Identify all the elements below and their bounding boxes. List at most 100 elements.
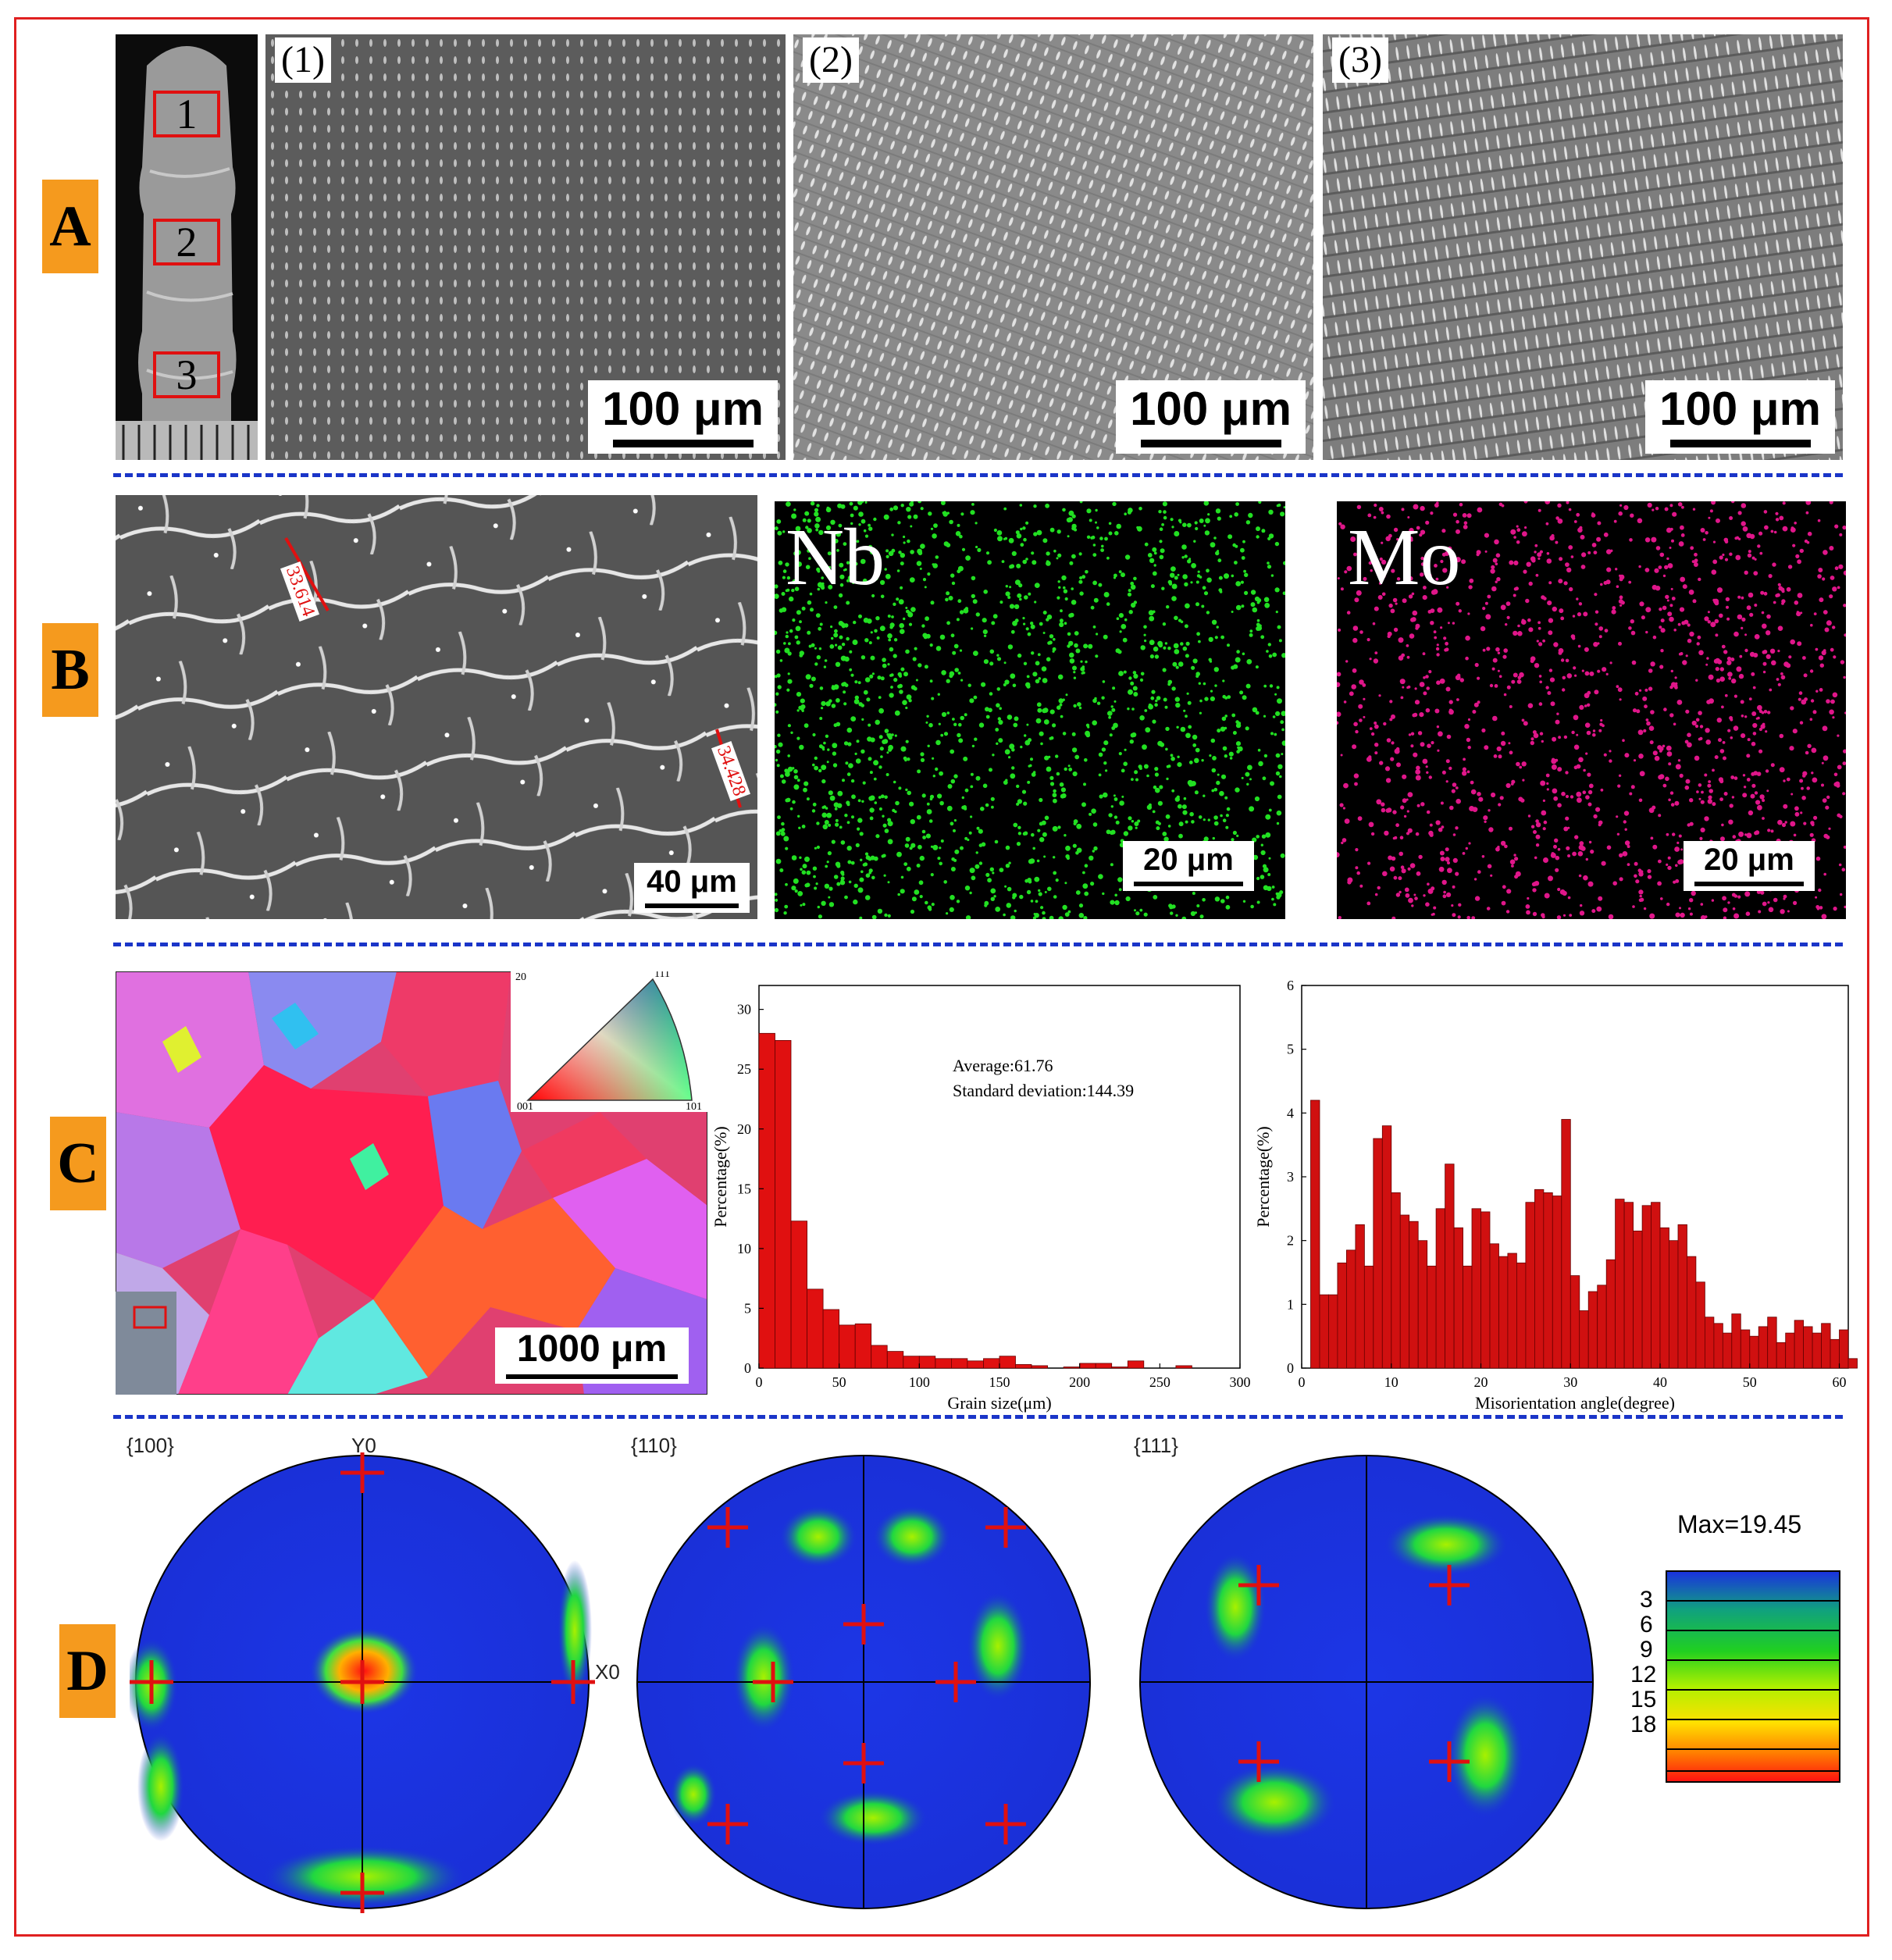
sem-image: 33.614 34.428 40 μm (116, 495, 757, 919)
x-tick-label: 40 (1653, 1374, 1667, 1390)
histogram-bar (1767, 1317, 1777, 1369)
x-tick-label: 50 (832, 1374, 846, 1390)
ebsd-map: 111 001 101 20 1000 μm (116, 971, 707, 1395)
misorientation-histogram: 0 10 20 30 40 50 60 0 1 2 3 4 5 6 Misorientation angle… (1253, 978, 1858, 1413)
histogram-bar (1659, 1227, 1669, 1369)
histogram-bar (1758, 1326, 1769, 1369)
legend-level-6: 6 (1640, 1612, 1653, 1637)
x-tick-label: 60 (1833, 1374, 1847, 1390)
micrograph-label-3: (3) (1332, 37, 1388, 83)
panel-label-a: A (42, 180, 98, 273)
histogram-bar (758, 1032, 775, 1369)
separator-ab (113, 473, 1843, 477)
pole-figure-color-legend (1666, 1570, 1840, 1783)
histogram-bar (1633, 1230, 1643, 1369)
y-tick-label: 2 (1287, 1233, 1294, 1249)
histogram-bar (918, 1356, 936, 1369)
histogram-bar (854, 1323, 872, 1369)
pole-figure-title-100: {100} (126, 1434, 174, 1457)
histogram-bar (1803, 1326, 1813, 1369)
histogram-bar (1615, 1199, 1625, 1369)
y-tick-label: 10 (737, 1241, 751, 1256)
histogram-bar (999, 1356, 1016, 1369)
micrograph-1: (1) 100 μm (265, 34, 786, 460)
panel-label-c: C (50, 1117, 106, 1210)
y-tick-label: 0 (744, 1360, 751, 1376)
histogram-bar (903, 1356, 920, 1369)
histogram-bar (1063, 1367, 1081, 1369)
histogram-bar (807, 1288, 824, 1369)
grain-std-text: Standard deviation:144.39 (953, 1081, 1134, 1100)
histogram-bar (1776, 1342, 1787, 1369)
ebsd-graphic (116, 971, 707, 1395)
nb-map: Nb 20 μm (775, 501, 1285, 919)
histogram-bar (1310, 1099, 1320, 1369)
histogram-bar (1031, 1365, 1049, 1369)
y-tick-label: 5 (744, 1300, 751, 1316)
histogram-bar (790, 1221, 807, 1369)
histogram-bar (1812, 1332, 1822, 1369)
x-tick-label: 50 (1743, 1374, 1757, 1390)
ebsd-scale-bar: 1000 μm (495, 1327, 689, 1384)
histogram-bar (1079, 1363, 1096, 1369)
histogram-bar (1355, 1224, 1365, 1369)
plot-area (758, 985, 1241, 1369)
histogram-bar (1337, 1262, 1347, 1369)
histogram-bar (950, 1358, 968, 1369)
pole-figure-110 (636, 1455, 1091, 1909)
panel-label-b: B (42, 623, 98, 717)
histogram-bar (1381, 1125, 1392, 1369)
histogram-bar (1687, 1256, 1697, 1369)
x-tick-label: 30 (1563, 1374, 1577, 1390)
histogram-bar (1830, 1338, 1840, 1369)
y-tick-label: 1 (1287, 1296, 1294, 1312)
histogram-bar (1623, 1202, 1634, 1369)
histogram-bar (1417, 1240, 1428, 1369)
ipf-label-101: 101 (686, 1101, 702, 1113)
histogram-bar (1489, 1243, 1499, 1369)
mo-scale-bar: 20 μm (1684, 841, 1815, 891)
x-tick-label: 250 (1149, 1374, 1170, 1390)
micrograph-3: (3) 100 μm (1323, 34, 1843, 460)
histogram-bar (1821, 1323, 1831, 1369)
sem-scale-bar: 40 μm (634, 863, 750, 913)
histogram-bar (886, 1351, 904, 1369)
histogram-bar (1435, 1208, 1446, 1369)
histogram-bar (1785, 1332, 1795, 1369)
histogram-bar (1839, 1329, 1849, 1369)
histogram-bar (1731, 1313, 1741, 1369)
histogram-bar (839, 1324, 856, 1369)
histogram-bar (1175, 1365, 1192, 1369)
grain-size-histogram: 0 50 100 150 200 250 300 0 5 10 15 20 25 30 Grain size… (711, 985, 1251, 1413)
histogram-bar (1111, 1367, 1128, 1369)
x-tick-label: 0 (1299, 1374, 1306, 1390)
histogram-bar (1095, 1363, 1113, 1369)
histogram-bar (1695, 1281, 1705, 1369)
ebsd-corner-label: 20 (515, 971, 526, 983)
histogram-bar (1669, 1240, 1679, 1369)
y-tick-label: 6 (1287, 978, 1294, 993)
histogram-bar (1498, 1256, 1509, 1369)
histogram-bar (1453, 1227, 1464, 1369)
panel-label-d: D (59, 1624, 116, 1718)
histogram-bar (1409, 1221, 1419, 1369)
scale-bar-3: 100 μm (1645, 380, 1835, 454)
mo-map: Mo 20 μm (1337, 501, 1846, 919)
x-tick-label: 20 (1474, 1374, 1488, 1390)
separator-cd (113, 1415, 1843, 1419)
y-tick-label: 30 (737, 1002, 751, 1017)
grain-average-text: Average:61.76 (953, 1056, 1053, 1075)
pole-figure-title-110: {110} (631, 1434, 677, 1457)
pole-figure-axis-x0: X0 (595, 1660, 620, 1684)
histogram-bar (822, 1309, 840, 1369)
histogram-bar (967, 1360, 984, 1369)
separator-bc (113, 943, 1843, 946)
x-tick-label: 0 (756, 1374, 763, 1390)
y-tick-label: 25 (737, 1061, 751, 1077)
y-axis-label: Percentage(%) (1253, 1126, 1273, 1227)
legend-level-3: 3 (1640, 1587, 1653, 1613)
figure-frame (14, 17, 1869, 1937)
histogram-bar (1328, 1294, 1338, 1369)
x-axis-label: Grain size(μm) (947, 1393, 1051, 1413)
x-tick-label: 200 (1069, 1374, 1090, 1390)
